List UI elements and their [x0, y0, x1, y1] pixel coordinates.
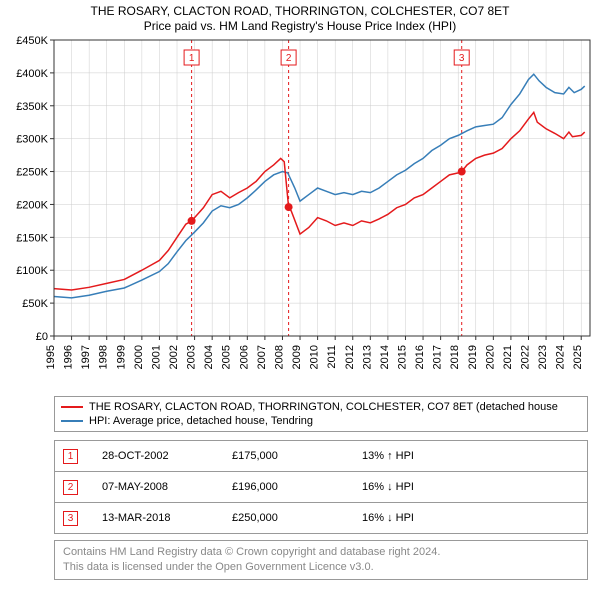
svg-text:2002: 2002	[168, 345, 180, 369]
svg-text:£400K: £400K	[16, 68, 48, 80]
sale-marker: 3	[63, 511, 78, 526]
sale-price: £250,000	[232, 512, 362, 524]
svg-text:2011: 2011	[326, 345, 338, 369]
sale-diff: 16% ↓ HPI	[362, 481, 414, 493]
sale-row: 3 13-MAR-2018£250,00016% ↓ HPI	[55, 503, 587, 533]
sale-diff: 16% ↓ HPI	[362, 512, 414, 524]
svg-text:2019: 2019	[467, 345, 479, 369]
svg-text:3: 3	[459, 53, 465, 64]
sale-diff: 13% ↑ HPI	[362, 450, 414, 462]
sale-price: £196,000	[232, 481, 362, 493]
attribution: Contains HM Land Registry data © Crown c…	[54, 540, 588, 580]
svg-text:2004: 2004	[203, 345, 215, 369]
svg-text:£150K: £150K	[16, 232, 48, 244]
svg-text:1995: 1995	[45, 345, 57, 369]
legend-label: THE ROSARY, CLACTON ROAD, THORRINGTON, C…	[89, 401, 558, 413]
sale-date: 13-MAR-2018	[102, 512, 232, 524]
svg-text:1996: 1996	[63, 345, 75, 369]
svg-text:2010: 2010	[309, 345, 321, 369]
legend-swatch	[61, 420, 83, 422]
svg-text:2008: 2008	[273, 345, 285, 369]
svg-text:2025: 2025	[572, 345, 584, 369]
svg-text:1: 1	[189, 53, 195, 64]
svg-text:£0: £0	[36, 331, 48, 343]
svg-text:£200K: £200K	[16, 199, 48, 211]
svg-text:2020: 2020	[484, 345, 496, 369]
legend-swatch	[61, 406, 83, 408]
legend-row: HPI: Average price, detached house, Tend…	[61, 414, 581, 428]
svg-text:2017: 2017	[432, 345, 444, 369]
svg-text:£350K: £350K	[16, 101, 48, 113]
svg-text:2001: 2001	[150, 345, 162, 369]
chart-area: £0 £50K £100K £150K £200K £250K £300K £350K £400…	[0, 36, 600, 390]
svg-text:2024: 2024	[555, 345, 567, 369]
svg-text:£50K: £50K	[22, 298, 48, 310]
svg-text:2012: 2012	[344, 345, 356, 369]
legend: THE ROSARY, CLACTON ROAD, THORRINGTON, C…	[54, 396, 588, 432]
sale-date: 28-OCT-2002	[102, 450, 232, 462]
sales-table: 1 28-OCT-2002£175,00013% ↑ HPI 2 07-MAY-200…	[54, 440, 588, 534]
attribution-line-1: Contains HM Land Registry data © Crown c…	[63, 545, 579, 560]
sale-date: 07-MAY-2008	[102, 481, 232, 493]
svg-text:1997: 1997	[80, 345, 92, 369]
svg-text:2016: 2016	[414, 345, 426, 369]
svg-text:1998: 1998	[98, 345, 110, 369]
svg-text:2023: 2023	[537, 345, 549, 369]
svg-text:2003: 2003	[186, 345, 198, 369]
legend-row: THE ROSARY, CLACTON ROAD, THORRINGTON, C…	[61, 400, 581, 414]
sale-row: 2 07-MAY-2008£196,00016% ↓ HPI	[55, 472, 587, 503]
chart-subtitle: Price paid vs. HM Land Registry's House …	[0, 19, 600, 33]
svg-text:2018: 2018	[449, 345, 461, 369]
sale-marker: 1	[63, 449, 78, 464]
svg-text:2005: 2005	[221, 345, 233, 369]
svg-text:2014: 2014	[379, 345, 391, 369]
sale-price: £175,000	[232, 450, 362, 462]
svg-text:£450K: £450K	[16, 36, 48, 47]
chart-title: THE ROSARY, CLACTON ROAD, THORRINGTON, C…	[0, 4, 600, 18]
svg-text:2022: 2022	[519, 345, 531, 369]
svg-text:2: 2	[286, 53, 292, 64]
svg-text:£300K: £300K	[16, 134, 48, 146]
svg-text:2000: 2000	[133, 345, 145, 369]
line-chart-svg: £0 £50K £100K £150K £200K £250K £300K £350K £400…	[0, 36, 600, 390]
svg-text:2021: 2021	[502, 345, 514, 369]
svg-text:2006: 2006	[238, 345, 250, 369]
svg-text:£100K: £100K	[16, 265, 48, 277]
svg-text:2009: 2009	[291, 345, 303, 369]
svg-text:2007: 2007	[256, 345, 268, 369]
svg-text:1999: 1999	[115, 345, 127, 369]
svg-text:2015: 2015	[396, 345, 408, 369]
svg-text:2013: 2013	[361, 345, 373, 369]
sale-marker: 2	[63, 480, 78, 495]
attribution-line-2: This data is licensed under the Open Gov…	[63, 560, 579, 575]
svg-text:£250K: £250K	[16, 167, 48, 179]
legend-label: HPI: Average price, detached house, Tend…	[89, 415, 313, 427]
sale-row: 1 28-OCT-2002£175,00013% ↑ HPI	[55, 441, 587, 472]
